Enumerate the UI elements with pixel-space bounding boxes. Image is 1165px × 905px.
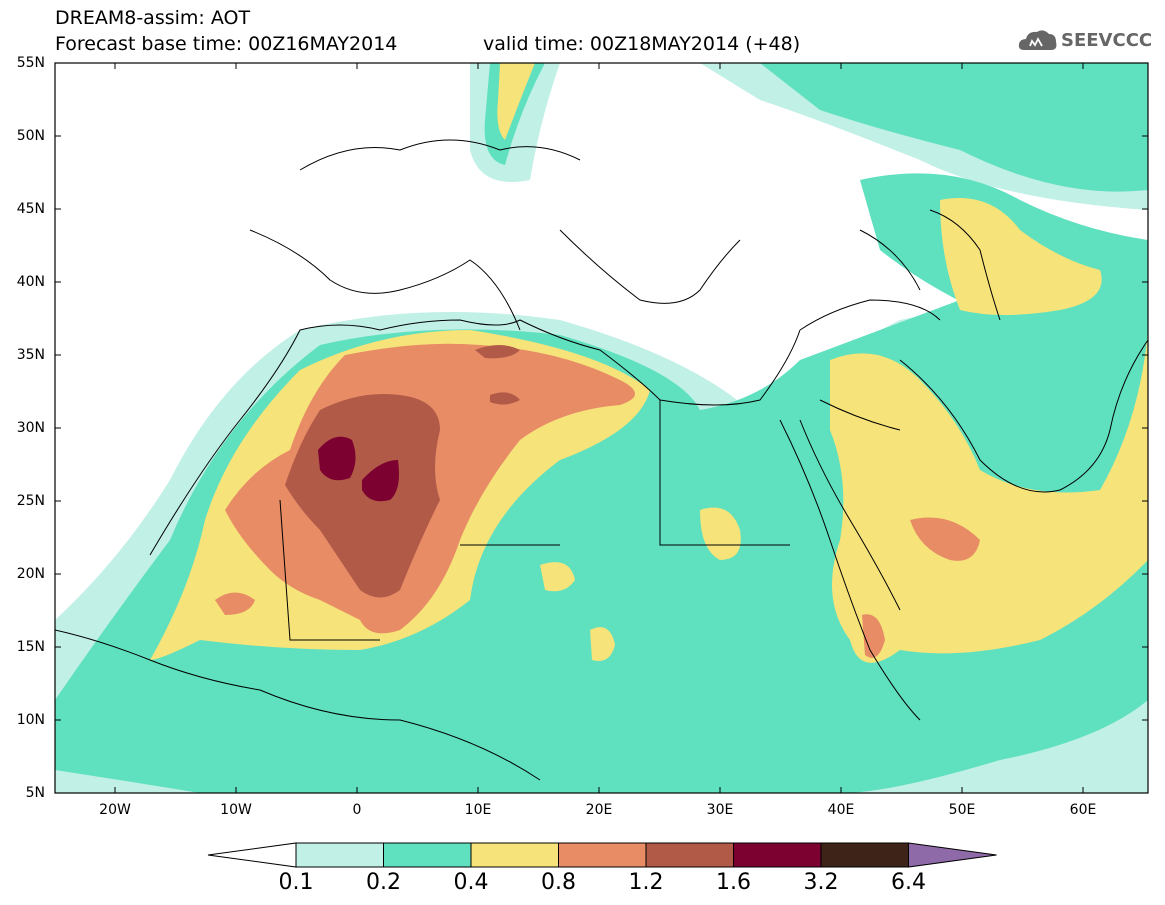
colorbar	[207, 842, 997, 868]
lat-label: 30N	[16, 420, 45, 436]
colorbar-under-arrow	[207, 842, 297, 868]
lat-label: 50N	[16, 128, 45, 144]
colorbar-label: 0.1	[278, 870, 314, 895]
colorbar-cell	[645, 842, 734, 868]
axis-ticks	[55, 62, 1148, 794]
valid-time: valid time: 00Z18MAY2014 (+48)	[483, 33, 801, 55]
lat-label: 20N	[16, 566, 45, 582]
colorbar-cell	[470, 842, 559, 868]
lon-label: 40E	[827, 802, 855, 818]
aot-1.6-contour	[318, 436, 399, 502]
lat-label: 5N	[25, 785, 45, 801]
lat-label: 25N	[16, 493, 45, 509]
colorbar-cell	[820, 842, 909, 868]
colorbar-label: 1.2	[628, 870, 664, 895]
lon-label: 10W	[220, 802, 252, 818]
map-title: DREAM8-assim: AOT	[55, 7, 251, 29]
colorbar-label: 6.4	[891, 870, 926, 895]
cloud-logo-icon	[1018, 30, 1057, 50]
lon-label: 20E	[585, 802, 613, 818]
lon-label: 30E	[706, 802, 734, 818]
coastlines	[55, 139, 1148, 781]
forecast-base-time: Forecast base time: 00Z16MAY2014	[55, 33, 398, 55]
lat-label: 10N	[16, 712, 45, 728]
lon-label: 60E	[1069, 802, 1097, 818]
colorbar-label: 0.2	[366, 870, 401, 895]
colorbar-label: 0.4	[453, 870, 489, 895]
colorbar-cell	[383, 842, 472, 868]
lat-label: 45N	[16, 201, 45, 217]
colorbar-cell	[733, 842, 822, 868]
colorbar-label: 3.2	[803, 870, 839, 895]
colorbar-label: 0.8	[541, 870, 576, 895]
lat-label: 40N	[16, 274, 45, 290]
lon-label: 0	[352, 802, 362, 818]
colorbar-label: 1.6	[716, 870, 751, 895]
lon-label: 20W	[99, 802, 131, 818]
lat-label: 35N	[16, 347, 45, 363]
lon-label: 10E	[464, 802, 492, 818]
colorbar-cell	[558, 842, 647, 868]
colorbar-over-arrow	[908, 842, 997, 868]
lat-label: 15N	[16, 639, 45, 655]
colorbar-cell	[295, 842, 384, 868]
logo-text: SEEVCCC	[1061, 30, 1153, 51]
lon-label: 50E	[948, 802, 976, 818]
lat-label: 55N	[16, 55, 45, 71]
